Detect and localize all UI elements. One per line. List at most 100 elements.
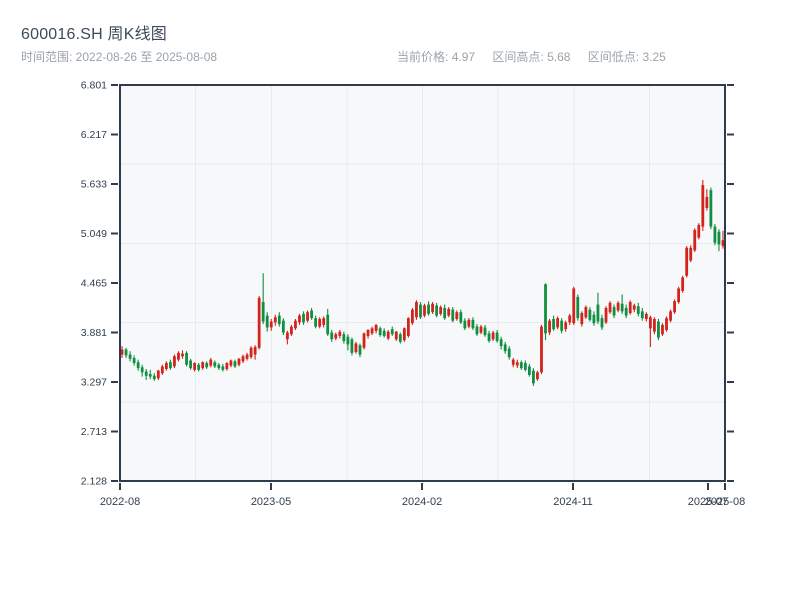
candle-down (507, 348, 511, 358)
candle-down (233, 361, 237, 367)
candle-up (269, 321, 273, 328)
stat-range-low-value: 3.25 (642, 50, 666, 64)
candle-up (697, 224, 701, 238)
y-tick-label: 6.217 (81, 129, 107, 141)
candle-down (358, 345, 362, 355)
candle-down (640, 311, 644, 319)
candle-up (257, 297, 261, 348)
candle-down (483, 327, 487, 336)
candle-up (366, 329, 370, 336)
candle-up (225, 363, 229, 369)
chart-title: 600016.SH 周K线图 (21, 26, 167, 43)
candle-up (318, 318, 322, 327)
stat-current-price-label: 当前价格 (397, 50, 452, 64)
candle-up (415, 302, 418, 318)
candle-up (604, 307, 608, 323)
candle-down (265, 315, 269, 328)
candle-down (197, 364, 201, 370)
candle-down (560, 320, 564, 331)
candle-up (455, 312, 459, 319)
candle-up (229, 360, 233, 366)
candle-up (290, 326, 293, 335)
candle-up (173, 356, 176, 367)
candle-up (181, 353, 184, 357)
date-range-label: 时间范围: 2022-08-26 至 2025-08-08 (21, 50, 218, 64)
y-tick-label: 3.881 (81, 327, 107, 339)
x-tick-label: 2024-02 (402, 496, 442, 508)
candle-up (406, 318, 410, 336)
candle-up (322, 318, 326, 325)
y-tick-label: 4.465 (81, 278, 107, 290)
candle-down (576, 296, 580, 319)
y-tick-label: 5.049 (81, 228, 107, 240)
candle-down (624, 307, 628, 316)
candle-down (600, 318, 604, 328)
candle-up (273, 317, 277, 323)
candle-down (713, 226, 717, 243)
candle-down (378, 328, 382, 336)
candle-down (346, 336, 350, 345)
candle-up (294, 320, 297, 329)
candle-down (620, 303, 624, 312)
candle-up (245, 354, 249, 359)
candle-down (221, 366, 225, 370)
candle-down (459, 312, 463, 323)
candle-down (463, 320, 467, 329)
candle-down (519, 362, 523, 369)
candle-up (249, 347, 253, 358)
candle-up (608, 302, 612, 313)
candle-down (552, 318, 555, 330)
candle-down (132, 357, 136, 364)
x-tick-label: 2024-11 (553, 496, 593, 508)
candle-down (499, 339, 503, 347)
candle-up (669, 311, 672, 321)
candle-down (398, 334, 402, 342)
candle-down (495, 332, 499, 342)
candle-up (701, 185, 705, 227)
candle-up (160, 366, 164, 374)
candle-up (374, 324, 378, 331)
candle-down (152, 375, 156, 380)
candle-down (588, 309, 592, 320)
candle-up (661, 324, 664, 335)
candle-down (189, 360, 192, 369)
candle-up (556, 318, 560, 328)
stat-current-price-value: 4.97 (451, 50, 476, 64)
candle-down (217, 364, 221, 369)
candle-up (685, 247, 689, 276)
candle-up (164, 363, 168, 369)
candle-up (193, 363, 197, 370)
candle-down (636, 306, 640, 314)
candle-up (334, 334, 338, 339)
candle-down (544, 284, 547, 334)
candle-up (681, 277, 685, 292)
candle-down (443, 307, 447, 319)
y-tick-label: 2.713 (81, 426, 107, 438)
candle-up (568, 315, 572, 323)
candle-down (390, 329, 394, 335)
stat-range-low-label: 区间低点 (588, 50, 643, 64)
candle-up (423, 305, 426, 316)
candle-down (657, 321, 660, 338)
stats-row: 当前价格4.97 区间高点5.68 区间低点3.25 (397, 48, 680, 65)
stat-current-price: 当前价格4.97 (397, 50, 475, 64)
candle-up (540, 326, 543, 373)
x-tick-label: 2022-08 (100, 496, 140, 508)
candle-up (439, 307, 443, 314)
candle-up (362, 333, 366, 348)
candle-up (120, 349, 124, 355)
candle-up (411, 309, 414, 324)
candle-up (491, 332, 495, 340)
candle-down (419, 304, 422, 318)
candle-down (475, 326, 479, 335)
candle-up (564, 322, 568, 330)
candle-down (128, 354, 132, 359)
candle-down (140, 367, 144, 373)
candle-up (479, 326, 483, 333)
candle-down (487, 333, 491, 342)
candle-up (665, 318, 668, 330)
candle-down (144, 371, 148, 376)
candle-down (532, 370, 535, 384)
candle-down (310, 310, 313, 319)
candle-down (527, 366, 531, 375)
